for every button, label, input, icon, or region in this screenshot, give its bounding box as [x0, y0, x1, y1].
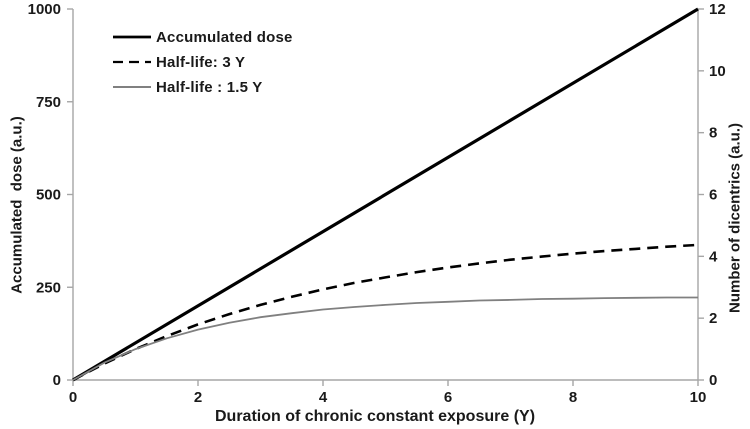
legend-swatch-line — [113, 60, 151, 64]
legend-swatch-line — [113, 35, 151, 39]
y-axis-right-tick-label: 12 — [709, 1, 726, 18]
y-axis-left-tick-label: 250 — [36, 279, 61, 296]
y-axis-right-tick-label: 2 — [709, 310, 717, 327]
y-axis-left-tick-label: 0 — [53, 372, 61, 389]
series-line-0 — [72, 7, 699, 382]
y-axis-right-tick-label: 6 — [709, 187, 717, 204]
y-axis-right-tick-label: 0 — [709, 372, 717, 389]
legend: Accumulated dose Half-life: 3 Y Half-lif… — [112, 27, 293, 97]
x-axis-tick-label: 4 — [319, 389, 328, 406]
y-axis-left-tick-label: 500 — [36, 187, 61, 204]
y-axis-right-tick-label: 4 — [709, 248, 718, 265]
y-axis-right-tick-label: 10 — [709, 63, 726, 80]
x-axis-tick-label: 8 — [569, 389, 577, 406]
y-axis-right-tick-label: 8 — [709, 125, 717, 142]
series-line-2 — [72, 296, 698, 381]
legend-label: Accumulated dose — [156, 28, 293, 46]
legend-line-sample-solid-gray — [112, 81, 152, 93]
x-axis-tick-label: 2 — [194, 389, 202, 406]
x-axis-tick-label: 10 — [690, 389, 707, 406]
x-axis-tick-label: 0 — [69, 389, 77, 406]
legend-item-half-life-3y: Half-life: 3 Y — [112, 52, 293, 72]
legend-line-sample-dashed-black — [112, 56, 152, 68]
legend-item-accumulated-dose: Accumulated dose — [112, 27, 293, 47]
y-axis-title-right: Number of dicentrics (a.u.) — [726, 122, 744, 314]
legend-swatch-line — [113, 86, 151, 88]
y-axis-left-tick-label: 750 — [36, 94, 61, 111]
x-axis-tick-label: 6 — [444, 389, 452, 406]
y-axis-title-left: Accumulated dose (a.u.) — [8, 116, 26, 294]
legend-item-half-life-1-5y: Half-life : 1.5 Y — [112, 77, 293, 97]
x-axis-title: Duration of chronic constant exposure (Y… — [214, 408, 536, 425]
legend-label: Half-life : 1.5 Y — [156, 78, 263, 96]
y-axis-left-tick-label: 1000 — [28, 1, 61, 18]
legend-line-sample-solid-black — [112, 31, 152, 43]
legend-label: Half-life: 3 Y — [156, 53, 246, 71]
series-line-1 — [72, 243, 699, 382]
